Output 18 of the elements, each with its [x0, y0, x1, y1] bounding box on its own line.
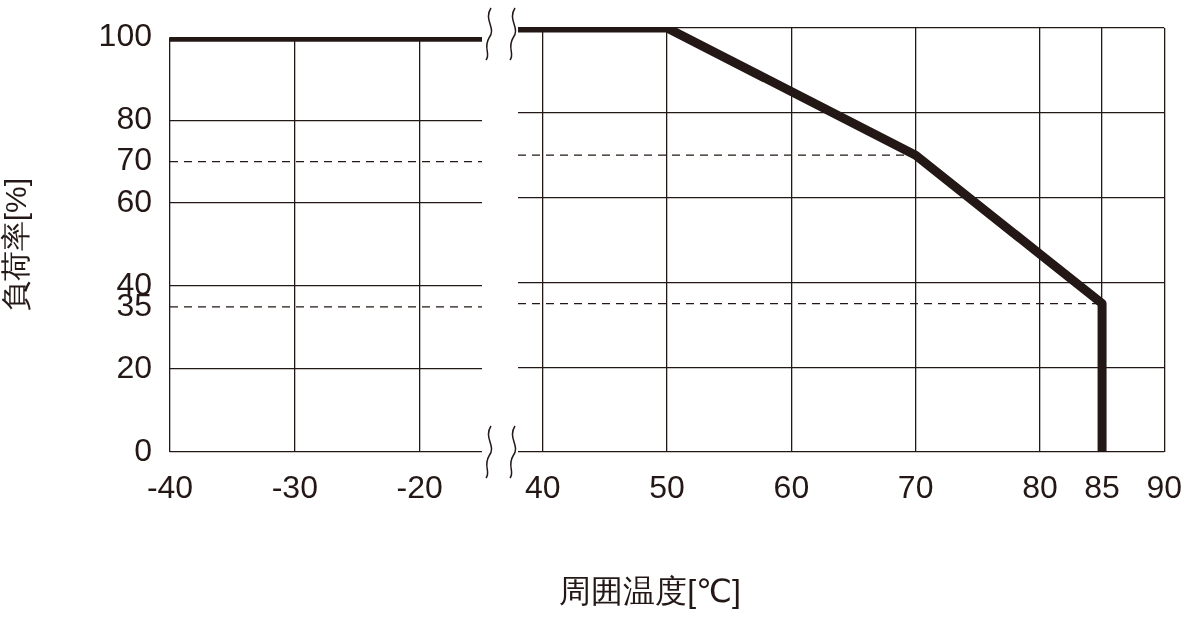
y-axis-title: 負荷率[%] — [0, 177, 33, 312]
x-tick-label: -40 — [146, 469, 194, 506]
x-tick-label: 40 — [525, 469, 561, 506]
y-tick-label: 20 — [116, 348, 152, 385]
x-tick-label: 90 — [1146, 469, 1182, 506]
x-tick-label: 80 — [1022, 469, 1058, 506]
y-tick-label: 60 — [116, 182, 152, 219]
y-tick-label: 70 — [116, 141, 152, 178]
x-tick-label: 85 — [1084, 469, 1120, 506]
x-tick-label: 70 — [897, 469, 934, 506]
x-tick-label: 50 — [649, 469, 685, 506]
y-tick-label: 100 — [98, 17, 152, 54]
y-tick-label: 80 — [116, 99, 152, 136]
x-tick-label: -30 — [271, 469, 318, 506]
x-tick-label: 60 — [773, 469, 810, 506]
y-tick-label: 0 — [134, 431, 152, 468]
x-axis-title: 周囲温度[℃] — [558, 572, 742, 611]
x-tick-label: -20 — [396, 469, 443, 506]
